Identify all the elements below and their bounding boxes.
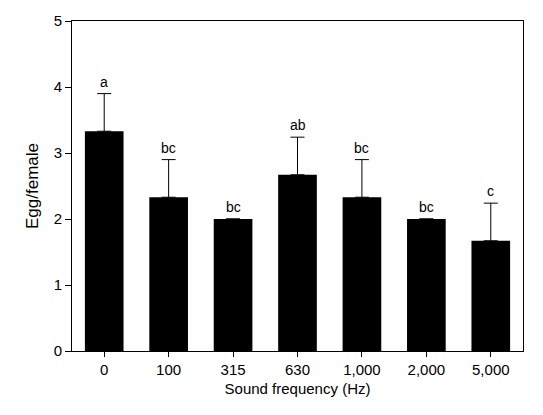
svg-text:Sound frequency (Hz): Sound frequency (Hz) [225, 380, 371, 397]
svg-text:5,000: 5,000 [472, 361, 510, 378]
svg-text:a: a [100, 74, 108, 90]
svg-text:1,000: 1,000 [343, 361, 381, 378]
svg-text:ab: ab [290, 117, 306, 133]
svg-text:0: 0 [54, 342, 62, 359]
svg-text:c: c [487, 183, 494, 199]
svg-text:4: 4 [54, 78, 62, 95]
svg-text:100: 100 [156, 361, 181, 378]
svg-text:bc: bc [354, 140, 369, 156]
svg-text:315: 315 [221, 361, 246, 378]
svg-text:bc: bc [419, 199, 434, 215]
svg-text:5: 5 [54, 12, 62, 29]
svg-text:bc: bc [226, 199, 241, 215]
svg-text:3: 3 [54, 144, 62, 161]
svg-text:630: 630 [285, 361, 310, 378]
svg-text:1: 1 [54, 276, 62, 293]
svg-text:0: 0 [100, 361, 108, 378]
svg-text:bc: bc [161, 140, 176, 156]
svg-text:2,000: 2,000 [408, 361, 446, 378]
svg-text:Egg/female: Egg/female [23, 143, 42, 229]
svg-text:2: 2 [54, 210, 62, 227]
